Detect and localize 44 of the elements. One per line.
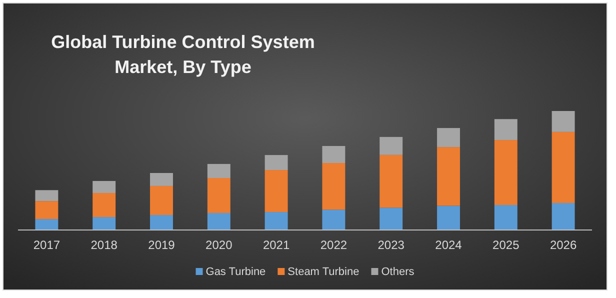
bar bbox=[150, 215, 173, 230]
x-tick-label: 2022 bbox=[320, 238, 348, 252]
legend-label: Steam Turbine bbox=[288, 266, 360, 278]
x-tick-label: 2017 bbox=[33, 238, 60, 252]
bar bbox=[264, 170, 288, 212]
bar bbox=[322, 146, 346, 164]
bar bbox=[92, 217, 116, 230]
bar bbox=[437, 206, 460, 230]
bar bbox=[35, 219, 58, 230]
bar bbox=[35, 190, 58, 202]
bar bbox=[494, 140, 518, 206]
bar bbox=[552, 111, 575, 132]
bar bbox=[150, 173, 173, 186]
bar bbox=[207, 212, 230, 230]
bar bbox=[437, 147, 460, 206]
chart-title: Global Turbine Control System Market, By Type bbox=[51, 32, 315, 77]
bar bbox=[380, 154, 403, 208]
x-tick-label: 2026 bbox=[550, 238, 577, 252]
bar bbox=[322, 163, 346, 210]
bar bbox=[494, 119, 518, 140]
legend-label: Gas Turbine bbox=[206, 266, 266, 278]
bar bbox=[207, 164, 230, 178]
bar bbox=[207, 178, 230, 213]
x-tick-label: 2025 bbox=[492, 238, 520, 252]
legend-label: Others bbox=[381, 266, 415, 278]
x-tick-label: 2018 bbox=[90, 238, 118, 252]
bar bbox=[150, 186, 173, 216]
bar bbox=[552, 202, 575, 230]
bar bbox=[264, 212, 288, 230]
bar bbox=[264, 155, 288, 170]
x-tick-label: 2024 bbox=[435, 238, 462, 252]
bar bbox=[380, 136, 403, 155]
x-tick-label: 2023 bbox=[378, 238, 405, 252]
x-tick-label: 2020 bbox=[206, 238, 233, 252]
x-tick-label: 2021 bbox=[262, 238, 290, 252]
bar bbox=[35, 201, 58, 220]
bar bbox=[92, 192, 116, 218]
bar bbox=[322, 210, 346, 230]
bar bbox=[380, 208, 403, 230]
bar bbox=[494, 205, 518, 230]
bar bbox=[552, 132, 575, 203]
bar bbox=[437, 128, 460, 148]
x-tick-label: 2019 bbox=[148, 238, 176, 252]
bar bbox=[92, 180, 116, 193]
